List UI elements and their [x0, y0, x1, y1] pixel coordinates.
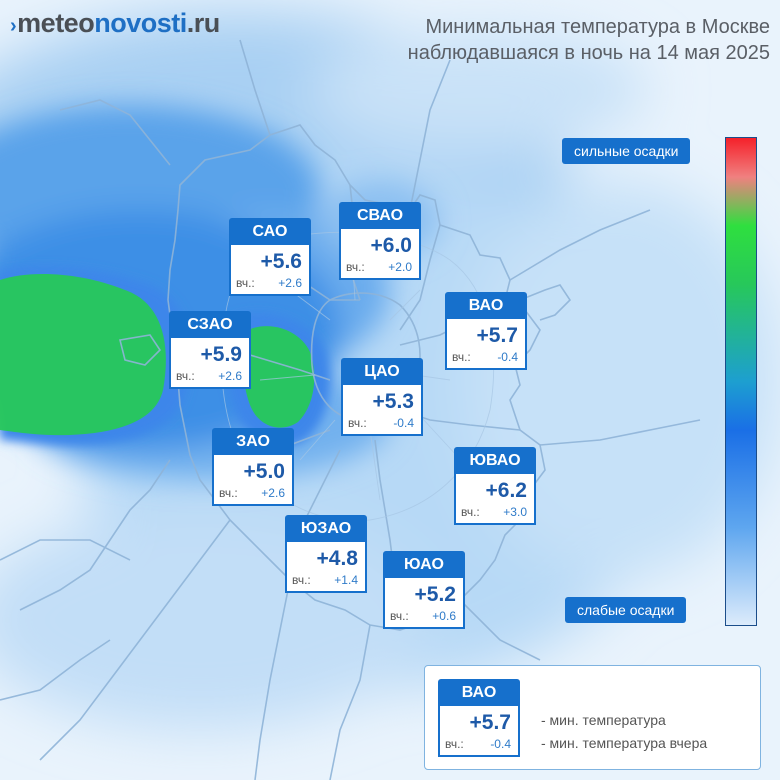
district-card-svao: СВАО +6.0 вч.: +2.0 [339, 202, 421, 280]
district-body: +5.6 вч.: +2.6 [229, 245, 311, 296]
district-yesterday-label: вч.: [176, 369, 195, 383]
district-yesterday-label: вч.: [452, 350, 471, 364]
legend-sample-name: ВАО [438, 679, 520, 706]
legend-sample-min-temp: +5.7 [469, 711, 511, 734]
district-yesterday-label: вч.: [236, 276, 255, 290]
legend-yesterday-temp-text: - мин. температура вчера [541, 735, 708, 751]
district-yesterday-temp: -0.4 [393, 416, 414, 430]
district-card-yuvao: ЮВАО +6.2 вч.: +3.0 [454, 447, 536, 525]
district-card-sao: САО +5.6 вч.: +2.6 [229, 218, 311, 296]
district-body: +5.9 вч.: +2.6 [169, 338, 251, 389]
district-yesterday-label: вч.: [390, 609, 409, 623]
district-body: +5.3 вч.: -0.4 [341, 385, 423, 436]
district-name: ЮВАО [454, 447, 536, 474]
district-name: ВАО [445, 292, 527, 319]
district-min-temp: +5.7 [476, 324, 518, 347]
district-yesterday-temp: -0.4 [497, 350, 518, 364]
district-card-vao: ВАО +5.7 вч.: -0.4 [445, 292, 527, 370]
district-body: +5.0 вч.: +2.6 [212, 455, 294, 506]
district-min-temp: +5.0 [243, 460, 285, 483]
district-yesterday-label: вч.: [219, 486, 238, 500]
precipitation-field-intense [0, 274, 315, 436]
district-min-temp: +4.8 [316, 547, 358, 570]
legend-sample-card: ВАО +5.7 вч.: -0.4 [438, 679, 520, 757]
logo-text-meteo: meteo [17, 8, 95, 38]
district-name: ЮАО [383, 551, 465, 578]
district-yesterday-label: вч.: [461, 505, 480, 519]
map-title-line1: Минимальная температура в Москве [425, 16, 770, 38]
logo-text-novosti: novosti [94, 8, 187, 38]
district-min-temp: +5.2 [414, 583, 456, 606]
district-min-temp: +5.9 [200, 343, 242, 366]
district-yesterday-temp: +2.6 [218, 369, 242, 383]
legend-sample-body: +5.7 вч.: -0.4 [438, 706, 520, 757]
scale-bottom-label: слабые осадки [565, 597, 687, 623]
logo-text-tld: .ru [186, 8, 221, 38]
map-title-line2: наблюдавшаяся в ночь на 14 мая 2025 [407, 42, 770, 64]
district-min-temp: +6.2 [485, 479, 527, 502]
district-yesterday-label: вч.: [346, 260, 365, 274]
district-yesterday-temp: +3.0 [503, 505, 527, 519]
logo-chevron-icon: › [10, 15, 17, 37]
district-yesterday-temp: +2.6 [278, 276, 302, 290]
district-name: ЦАО [341, 358, 423, 385]
district-min-temp: +6.0 [370, 234, 412, 257]
district-body: +5.7 вч.: -0.4 [445, 319, 527, 370]
district-name: ЗАО [212, 428, 294, 455]
legend-sample-yesterday-label: вч.: [445, 737, 464, 751]
district-body: +6.2 вч.: +3.0 [454, 474, 536, 525]
district-yesterday-label: вч.: [348, 416, 367, 430]
district-card-zao: ЗАО +5.0 вч.: +2.6 [212, 428, 294, 506]
district-name: СВАО [339, 202, 421, 229]
district-yesterday-temp: +0.6 [432, 609, 456, 623]
district-name: САО [229, 218, 311, 245]
district-body: +4.8 вч.: +1.4 [285, 542, 367, 593]
legend-min-temp-text: - мин. температура [541, 712, 666, 728]
district-yesterday-label: вч.: [292, 573, 311, 587]
district-yesterday-temp: +2.6 [261, 486, 285, 500]
district-body: +5.2 вч.: +0.6 [383, 578, 465, 629]
district-card-szao: СЗАО +5.9 вч.: +2.6 [169, 311, 251, 389]
district-card-yuzao: ЮЗАО +4.8 вч.: +1.4 [285, 515, 367, 593]
district-card-tsao: ЦАО +5.3 вч.: -0.4 [341, 358, 423, 436]
precipitation-scale-bar [725, 137, 757, 626]
district-name: СЗАО [169, 311, 251, 338]
map-title: Минимальная температура в Москве наблюда… [408, 14, 770, 66]
site-logo[interactable]: ›meteonovosti.ru [10, 8, 220, 39]
district-card-yuao: ЮАО +5.2 вч.: +0.6 [383, 551, 465, 629]
district-yesterday-temp: +2.0 [388, 260, 412, 274]
scale-top-label: сильные осадки [562, 138, 691, 164]
legend-sample-yesterday-temp: -0.4 [490, 737, 511, 751]
district-body: +6.0 вч.: +2.0 [339, 229, 421, 280]
district-min-temp: +5.6 [260, 250, 302, 273]
district-min-temp: +5.3 [372, 390, 414, 413]
district-yesterday-temp: +1.4 [334, 573, 358, 587]
district-name: ЮЗАО [285, 515, 367, 542]
